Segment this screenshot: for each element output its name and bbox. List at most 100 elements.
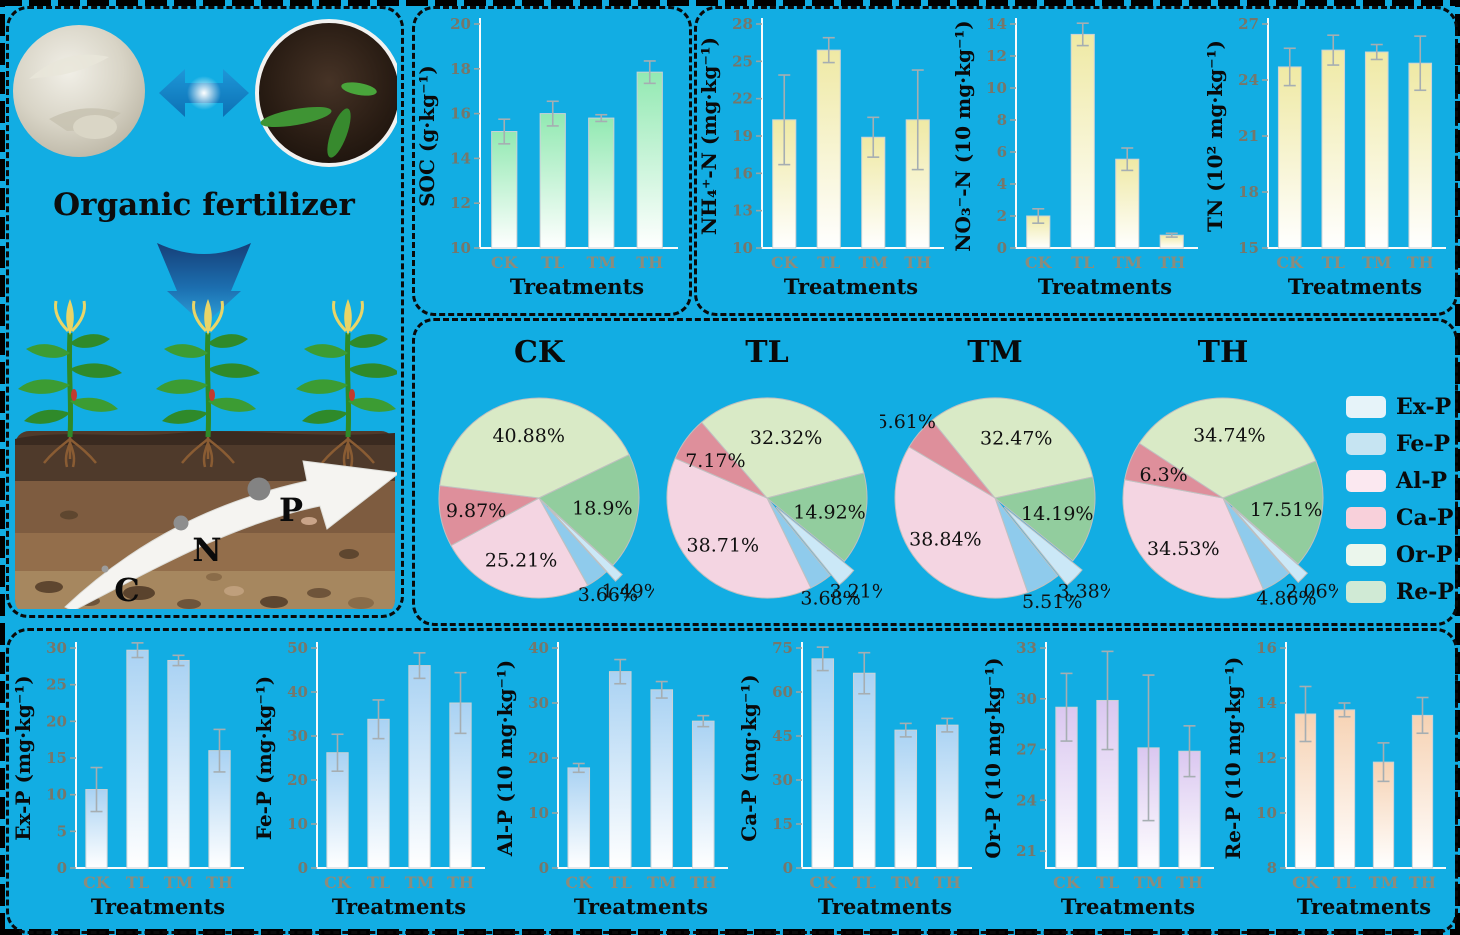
y-tick-label: 20 — [450, 15, 471, 33]
legend-swatch-Or-P — [1346, 544, 1386, 566]
y-tick-label: 4 — [997, 175, 1007, 193]
x-tick-label: TL — [1333, 873, 1356, 892]
y-tick-label: 8 — [997, 111, 1007, 129]
alp-errorbar-TL — [614, 658, 627, 685]
tl-label-Re-P: 14.92% — [793, 502, 865, 524]
th-label-Re-P: 17.51% — [1250, 499, 1322, 521]
y-tick-label: 0 — [539, 859, 549, 877]
cap-errorbar-CK — [816, 646, 829, 672]
rep-errorbar-TL — [1338, 702, 1351, 718]
soc-errorbar-CK — [498, 118, 511, 145]
legend-item-Re-P: Re-P — [1346, 579, 1456, 605]
x-tick-label: CK — [771, 253, 799, 272]
x-tick-label: CK — [1025, 253, 1053, 272]
y-tick-label: 12 — [450, 194, 471, 212]
rep-y-axis-label: Re-P (10 mg·kg⁻¹) — [1222, 657, 1245, 860]
y-tick-label: 40 — [528, 639, 549, 657]
cap-bar-TM — [894, 729, 918, 869]
ck-label-Or-P: 40.88% — [492, 425, 564, 447]
exp-errorbar-TM — [172, 654, 185, 667]
tn-errorbar-TH — [1414, 35, 1427, 92]
x-tick-label: CK — [1292, 873, 1320, 892]
y-tick-label: 16 — [732, 164, 753, 182]
th-label-Al-P: 34.53% — [1147, 538, 1219, 560]
alp-bar-TM — [650, 689, 674, 869]
x-tick-label: TL — [541, 253, 564, 272]
ck-pie-title: CK — [514, 335, 565, 370]
legend-label: Fe-P — [1396, 431, 1451, 457]
legend-label: Ca-P — [1396, 505, 1454, 531]
tn-y-axis-label: TN (10² mg·kg⁻¹) — [1204, 40, 1227, 232]
outer-border-top — [0, 0, 1460, 6]
y-tick-label: 24 — [1016, 791, 1037, 809]
legend-label: Or-P — [1396, 542, 1453, 568]
panel-phosphorus-pies — [412, 318, 1458, 626]
x-tick-label: TL — [367, 873, 390, 892]
y-tick-label: 28 — [732, 15, 753, 33]
legend-label: Re-P — [1396, 579, 1454, 605]
label-c: C — [114, 571, 139, 609]
y-tick-label: 30 — [287, 727, 308, 745]
tm-label-Fe-P: 5.51% — [1022, 591, 1082, 613]
y-tick-label: 15 — [772, 815, 793, 833]
x-tick-label: TL — [853, 873, 876, 892]
cap-bar-TL — [852, 672, 876, 869]
y-tick-label: 10 — [1256, 804, 1277, 822]
nh4-chart-svg: 10 13 16 19 22 25 28 CK TL TM TH NH₄⁺-N (mg·kg⁻¹) Tr… — [697, 15, 944, 299]
fep-errorbar-TL — [372, 699, 385, 740]
tl-slice-Ex-P — [775, 506, 855, 586]
tl-label-Ca-P: 7.17% — [685, 450, 745, 472]
legend-swatch-Re-P — [1346, 581, 1386, 603]
rep-bar-TL — [1333, 709, 1356, 869]
x-tick-label: TH — [447, 873, 474, 892]
legend-item-Al-P: Al-P — [1346, 468, 1456, 494]
tn-chart: 15 18 21 24 27 CK TL TM TH TN (10² mg·kg⁻¹) Treatm… — [1203, 8, 1452, 310]
alp-bar-TL — [608, 671, 632, 869]
y-tick-label: 16 — [1256, 639, 1277, 657]
fep-bar-TL — [367, 718, 390, 869]
alp-errorbar-CK — [572, 762, 585, 774]
legend-swatch-Al-P — [1346, 470, 1386, 492]
tm-slice-Re-P — [993, 476, 1096, 562]
tn-x-axis-label: Treatments — [1288, 274, 1422, 299]
n-dot — [173, 515, 189, 531]
y-tick-label: 75 — [772, 639, 793, 657]
ck-label-Ca-P: 9.87% — [446, 500, 506, 522]
x-tick-label: TM — [1112, 253, 1142, 272]
tl-pie-svg: TL 3.21%3.68% 38.71% 7.17%32.32% 14.92% — [666, 335, 890, 609]
x-tick-label: TH — [934, 873, 961, 892]
tm-label-Ex-P: 3.38% — [1057, 581, 1110, 603]
exp-errorbar-TL — [131, 642, 144, 659]
soc-chart-svg: 10 12 14 16 18 20 CK TL TM TH SOC (g·kg⁻¹) Treatmen… — [415, 15, 678, 299]
panel-nitrogen — [694, 6, 1458, 316]
alp-chart: 0 10 20 30 40 CK TL TM TH Al-P (10 mg·kg⁻¹) Treatm… — [493, 632, 734, 930]
x-tick-label: CK — [1276, 253, 1304, 272]
soc-bar-TM — [588, 117, 615, 249]
soc-errorbar-TM — [595, 113, 608, 123]
soc-errorbar-TL — [546, 100, 559, 127]
y-tick-label: 21 — [1238, 127, 1259, 145]
tm-label-Ca-P: 5.61% — [880, 411, 936, 433]
cap-x-axis-label: Treatments — [818, 894, 952, 919]
y-tick-label: 25 — [732, 52, 753, 70]
tl-label-Fe-P: 3.68% — [800, 587, 860, 609]
tm-slice-Or-P — [931, 397, 1094, 499]
y-tick-label: 0 — [783, 859, 793, 877]
cnp-flow-arrow: C N P — [64, 460, 397, 609]
ck-slice-Re-P — [538, 453, 640, 567]
fep-chart: 0 10 20 30 40 50 CK TL TM TH Fe-P (mg·kg⁻¹) Treatme… — [252, 632, 491, 930]
y-tick-label: 6 — [997, 143, 1007, 161]
x-tick-label: TH — [1407, 253, 1434, 272]
x-tick-label: CK — [491, 253, 519, 272]
alp-errorbar-TM — [655, 680, 668, 699]
y-tick-label: 20 — [287, 771, 308, 789]
y-tick-label: 0 — [298, 859, 308, 877]
soc-bar-CK — [491, 131, 518, 249]
fep-errorbar-TM — [413, 652, 426, 680]
nh4-y-axis-label: NH₄⁺-N (mg·kg⁻¹) — [698, 37, 721, 235]
y-tick-label: 22 — [732, 90, 753, 108]
exp-bar-TM — [167, 659, 190, 869]
rep-chart: 8 10 12 14 16 CK TL TM TH Re-P (10 mg·kg⁻¹) Treatm… — [1221, 632, 1452, 930]
x-tick-label: TL — [1322, 253, 1345, 272]
